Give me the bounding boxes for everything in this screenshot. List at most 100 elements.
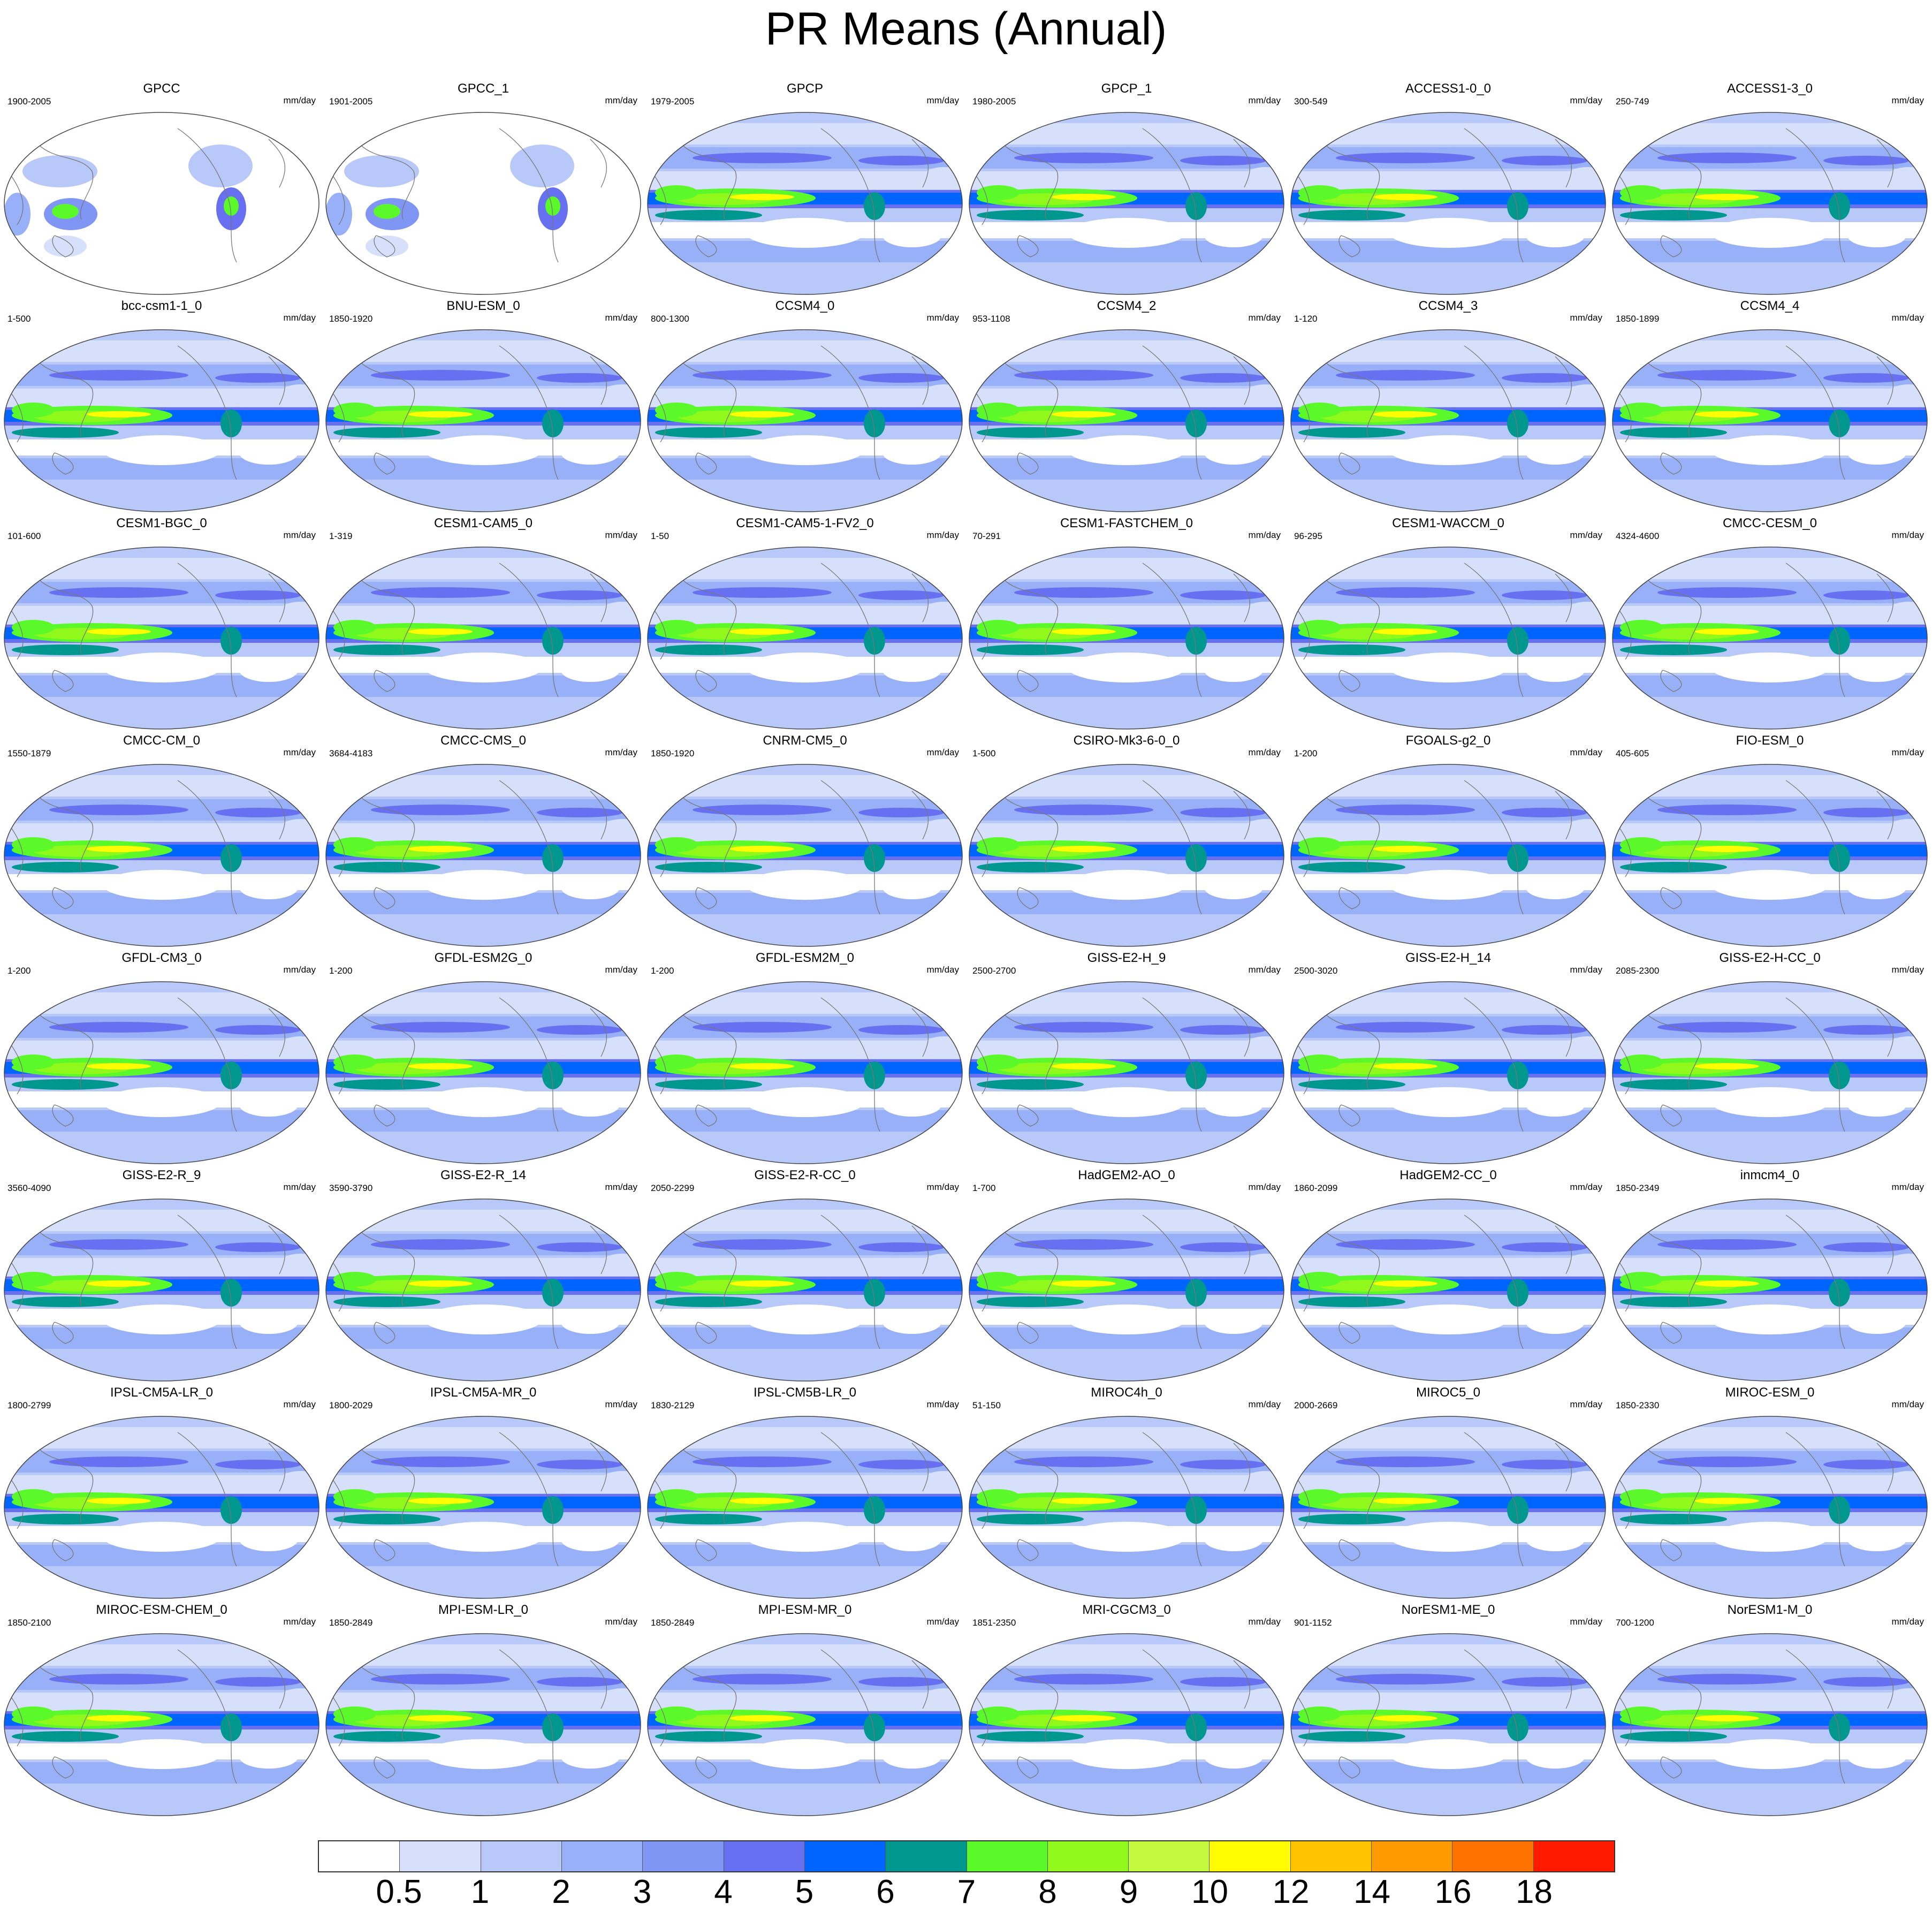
panel-title: GISS-E2-H_14 (1405, 951, 1492, 965)
precipitation-map (4, 329, 320, 512)
panel-years: 2050-2299 (651, 1183, 695, 1193)
panel-units: mm/day (1891, 313, 1924, 323)
panel-years: 1860-2099 (1294, 1183, 1338, 1193)
map-panel: CCSM4_3 1-120 mm/day (1288, 298, 1609, 515)
precipitation-map (969, 1633, 1284, 1816)
panel-years: 1830-2129 (651, 1400, 695, 1410)
panel-years: 1-120 (1294, 314, 1318, 324)
panel-title: MIROC5_0 (1416, 1385, 1481, 1400)
precipitation-map (647, 981, 963, 1164)
panel-units: mm/day (1891, 530, 1924, 540)
precipitation-map (1290, 764, 1606, 947)
precipitation-map (647, 1198, 963, 1382)
precipitation-map (647, 112, 963, 295)
panel-units: mm/day (926, 530, 959, 540)
panel-title: GISS-E2-R-CC_0 (754, 1168, 856, 1182)
map-panel: HadGEM2-CC_0 1860-2099 mm/day (1288, 1167, 1609, 1384)
map-panel: CESM1-CAM5_0 1-319 mm/day (323, 515, 644, 732)
panel-units: mm/day (1248, 95, 1281, 105)
colorbar-label: 12 (1272, 1873, 1310, 1910)
precipitation-map (1612, 981, 1928, 1164)
colorbar-label: 5 (795, 1873, 814, 1910)
panel-title: CESM1-WACCM_0 (1392, 516, 1504, 530)
colorbar-box (1290, 1841, 1372, 1871)
panel-title: GISS-E2-H-CC_0 (1719, 951, 1821, 965)
panel-units: mm/day (1891, 747, 1924, 757)
panel-title: IPSL-CM5A-MR_0 (430, 1385, 537, 1400)
panel-title: MPI-ESM-LR_0 (438, 1603, 529, 1617)
map-panel: NorESM1-ME_0 901-1152 mm/day (1288, 1602, 1609, 1819)
precipitation-map (1612, 1198, 1928, 1382)
panel-title: CCSM4_3 (1418, 299, 1478, 313)
panel-units: mm/day (926, 1617, 959, 1627)
panel-title: MRI-CGCM3_0 (1082, 1603, 1171, 1617)
panel-years: 1851-2350 (972, 1618, 1016, 1628)
map-panel: GPCC_1 1901-2005 mm/day (323, 80, 644, 298)
precipitation-map (4, 1198, 320, 1382)
panel-title: ACCESS1-0_0 (1405, 81, 1492, 96)
colorbar-label: 0.5 (376, 1873, 422, 1910)
panel-units: mm/day (1570, 1399, 1602, 1409)
colorbar-box (1047, 1841, 1129, 1871)
panel-years: 1550-1879 (7, 748, 51, 758)
panel-title: MIROC4h_0 (1091, 1385, 1162, 1400)
panel-units: mm/day (605, 747, 637, 757)
panel-units: mm/day (283, 530, 316, 540)
panel-title: MIROC-ESM_0 (1725, 1385, 1815, 1400)
panel-units: mm/day (1248, 1182, 1281, 1192)
panel-title: CNRM-CM5_0 (763, 733, 847, 748)
precipitation-map (325, 547, 641, 730)
panel-years: 250-749 (1616, 96, 1649, 107)
panel-years: 1850-1899 (1616, 314, 1660, 324)
map-panel: NorESM1-M_0 700-1200 mm/day (1609, 1602, 1930, 1819)
panel-title: GPCP (786, 81, 823, 96)
panel-units: mm/day (1891, 1182, 1924, 1192)
map-panel: CMCC-CM_0 1550-1879 mm/day (1, 732, 322, 950)
map-panel: GPCC 1900-2005 mm/day (1, 80, 322, 298)
map-panel: GISS-E2-R_14 3590-3790 mm/day (323, 1167, 644, 1384)
precipitation-map (4, 547, 320, 730)
precipitation-map (325, 981, 641, 1164)
map-panel: FGOALS-g2_0 1-200 mm/day (1288, 732, 1609, 950)
precipitation-map (325, 764, 641, 947)
colorbar-box (400, 1841, 481, 1871)
colorbar-box (319, 1841, 400, 1871)
map-panel: MRI-CGCM3_0 1851-2350 mm/day (966, 1602, 1287, 1819)
map-panel: MIROC-ESM_0 1850-2330 mm/day (1609, 1384, 1930, 1602)
panel-years: 1-200 (7, 966, 31, 976)
precipitation-map (647, 1416, 963, 1599)
precipitation-map (1612, 547, 1928, 730)
panel-title: CESM1-CAM5_0 (433, 516, 533, 530)
precipitation-map (4, 764, 320, 947)
panel-title: GPCC_1 (457, 81, 509, 96)
panel-years: 1850-1920 (329, 314, 373, 324)
panel-units: mm/day (1891, 1399, 1924, 1409)
map-panel: CESM1-FASTCHEM_0 70-291 mm/day (966, 515, 1287, 732)
precipitation-map (325, 112, 641, 295)
panel-years: 800-1300 (651, 314, 689, 324)
colorbar-labels: 0.5 1 2 3 4 5 6 7 8 9 10 12 14 16 18 (0, 1875, 1932, 1912)
colorbar-box (804, 1841, 886, 1871)
panel-years: 1-50 (651, 531, 670, 541)
panel-units: mm/day (926, 747, 959, 757)
panel-title: CESM1-FASTCHEM_0 (1060, 516, 1193, 530)
precipitation-map (1290, 1633, 1606, 1816)
panel-units: mm/day (283, 313, 316, 323)
panel-units: mm/day (605, 95, 637, 105)
panel-years: 1850-2100 (7, 1618, 51, 1628)
precipitation-map (647, 1633, 963, 1816)
panel-title: CMCC-CM_0 (123, 733, 200, 748)
colorbar-box (1129, 1841, 1210, 1871)
colorbar-box (481, 1841, 562, 1871)
precipitation-map (1612, 1633, 1928, 1816)
panel-units: mm/day (283, 965, 316, 975)
panel-units: mm/day (283, 1399, 316, 1409)
panel-units: mm/day (605, 313, 637, 323)
panel-units: mm/day (1570, 747, 1602, 757)
panel-units: mm/day (1570, 530, 1602, 540)
colorbar-box (1533, 1841, 1614, 1871)
colorbar-label: 9 (1119, 1873, 1138, 1910)
panel-years: 2085-2300 (1616, 966, 1660, 976)
precipitation-map (1290, 1416, 1606, 1599)
precipitation-map (969, 1416, 1284, 1599)
